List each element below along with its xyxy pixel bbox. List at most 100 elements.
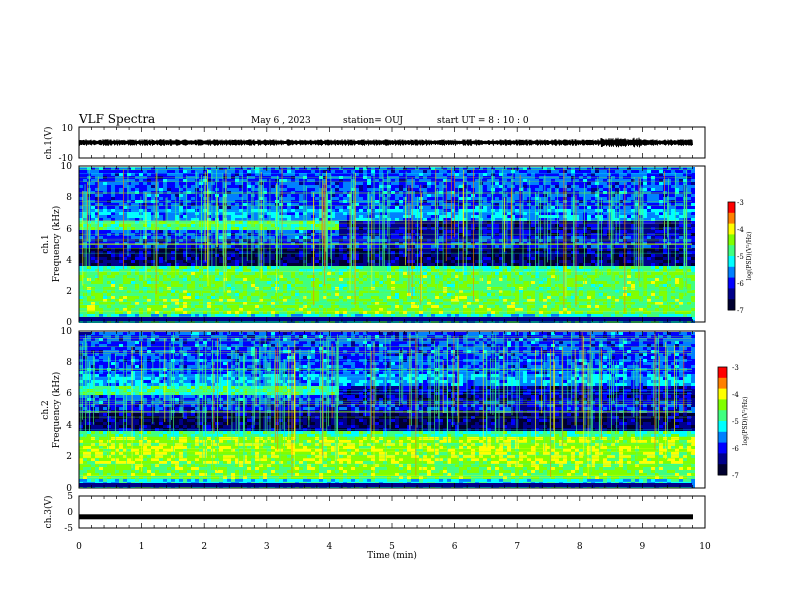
spectrogram-cell bbox=[319, 212, 323, 215]
spectrogram-cell bbox=[355, 167, 359, 170]
spectrogram-cell bbox=[539, 194, 543, 197]
spectrogram-cell bbox=[687, 182, 691, 185]
spectrogram-cell bbox=[227, 239, 231, 242]
spectrogram-cell bbox=[111, 176, 115, 179]
spectrogram-cell bbox=[447, 233, 451, 236]
spectrogram-cell bbox=[91, 179, 95, 182]
spectrogram-cell bbox=[239, 212, 243, 215]
spectrogram-cell bbox=[451, 188, 455, 191]
spectrogram-cell bbox=[383, 230, 387, 233]
spectrogram-cell bbox=[427, 251, 431, 254]
spectrogram-cell bbox=[475, 221, 479, 224]
spectrogram-cell bbox=[187, 257, 191, 260]
spectrogram-cell bbox=[235, 251, 239, 254]
spectrogram-cell bbox=[399, 218, 403, 221]
spectrogram-cell bbox=[495, 221, 499, 224]
spectrogram-cell bbox=[487, 224, 491, 227]
spectrogram-cell bbox=[379, 206, 383, 209]
spectrogram-cell bbox=[187, 215, 191, 218]
spectrogram-cell bbox=[351, 197, 355, 200]
spectrogram-cell bbox=[663, 173, 667, 176]
spectrogram-cell bbox=[195, 173, 199, 176]
spectrogram-cell bbox=[159, 227, 163, 230]
spectrogram-cell bbox=[415, 233, 419, 236]
spectrogram-cell bbox=[107, 203, 111, 206]
spectrogram-cell bbox=[163, 218, 167, 221]
spectrogram-cell bbox=[363, 248, 367, 251]
spectrogram-cell bbox=[119, 218, 123, 221]
spectrogram-cell bbox=[279, 209, 283, 212]
spectrogram-cell bbox=[635, 224, 639, 227]
spectrogram-cell bbox=[547, 257, 551, 260]
spectrogram-cell bbox=[531, 230, 535, 233]
spectrogram-cell bbox=[247, 254, 251, 257]
spectrogram-cell bbox=[615, 224, 619, 227]
spectrogram-cell bbox=[535, 209, 539, 212]
spectrogram-cell bbox=[503, 173, 507, 176]
spectrogram-cell bbox=[223, 176, 227, 179]
spectrogram-cell bbox=[507, 212, 511, 215]
spectrogram-cell bbox=[243, 260, 247, 263]
spectrogram-cell bbox=[455, 215, 459, 218]
spectrogram-cell bbox=[475, 245, 479, 248]
spectrogram-cell bbox=[111, 218, 115, 221]
spectrogram-cell bbox=[191, 209, 195, 212]
spectrogram-cell bbox=[167, 173, 171, 176]
spectrogram-cell bbox=[375, 206, 379, 209]
spectrogram-cell bbox=[647, 233, 651, 236]
spectrogram-cell bbox=[191, 233, 195, 236]
spectrogram-cell bbox=[127, 233, 131, 236]
spectrogram-cell bbox=[111, 251, 115, 254]
spectrogram-cell bbox=[567, 197, 571, 200]
spectrogram-cell bbox=[319, 167, 323, 170]
spectrogram-cell bbox=[111, 197, 115, 200]
spectrogram-cell bbox=[639, 173, 643, 176]
spectrogram-cell bbox=[643, 251, 647, 254]
spectrogram-cell bbox=[299, 185, 303, 188]
spectrogram-cell bbox=[395, 251, 399, 254]
spectrogram-cell bbox=[331, 212, 335, 215]
spectrogram-cell bbox=[571, 239, 575, 242]
spectrogram-cell bbox=[335, 233, 339, 236]
spectrogram-cell bbox=[143, 212, 147, 215]
spectrogram-cell bbox=[431, 239, 435, 242]
spectrogram-cell bbox=[243, 197, 247, 200]
spectrogram-cell bbox=[663, 224, 667, 227]
spectrogram-cell bbox=[439, 260, 443, 263]
spectrogram-cell bbox=[115, 227, 119, 230]
spectrogram-cell bbox=[299, 170, 303, 173]
spectrogram-cell bbox=[403, 239, 407, 242]
spectrogram-cell bbox=[131, 221, 135, 224]
spectrogram-cell bbox=[471, 206, 475, 209]
spectrogram-cell bbox=[103, 182, 107, 185]
spectrogram-cell bbox=[427, 218, 431, 221]
spectrogram-cell bbox=[451, 257, 455, 260]
spectrogram-cell bbox=[643, 188, 647, 191]
spectrogram-cell bbox=[275, 170, 279, 173]
spectrogram-cell bbox=[147, 254, 151, 257]
spectrogram-cell bbox=[495, 212, 499, 215]
ch1-spectrogram-image bbox=[79, 167, 695, 323]
spectrogram-cell bbox=[235, 173, 239, 176]
spectrogram-cell bbox=[647, 227, 651, 230]
spectrogram-cell bbox=[343, 248, 347, 251]
spectrogram-cell bbox=[443, 230, 447, 233]
spectrogram-cell bbox=[271, 170, 275, 173]
spectrogram-cell bbox=[499, 260, 503, 263]
spectrogram-cell bbox=[527, 248, 531, 251]
spectrogram-cell bbox=[307, 212, 311, 215]
spectrogram-cell bbox=[131, 197, 135, 200]
spectrogram-cell bbox=[691, 245, 695, 248]
spectrogram-cell bbox=[627, 182, 631, 185]
spectrogram-cell bbox=[231, 176, 235, 179]
spectrogram-cell bbox=[547, 206, 551, 209]
spectrogram-cell bbox=[447, 212, 451, 215]
spectrogram-cell bbox=[619, 179, 623, 182]
spectrogram-cell bbox=[563, 254, 567, 257]
spectrogram-cell bbox=[423, 167, 427, 170]
spectrogram-cell bbox=[263, 254, 267, 257]
spectrogram-cell bbox=[255, 179, 259, 182]
spectrogram-cell bbox=[431, 218, 435, 221]
spectrogram-cell bbox=[671, 215, 675, 218]
spectrogram-cell bbox=[467, 254, 471, 257]
